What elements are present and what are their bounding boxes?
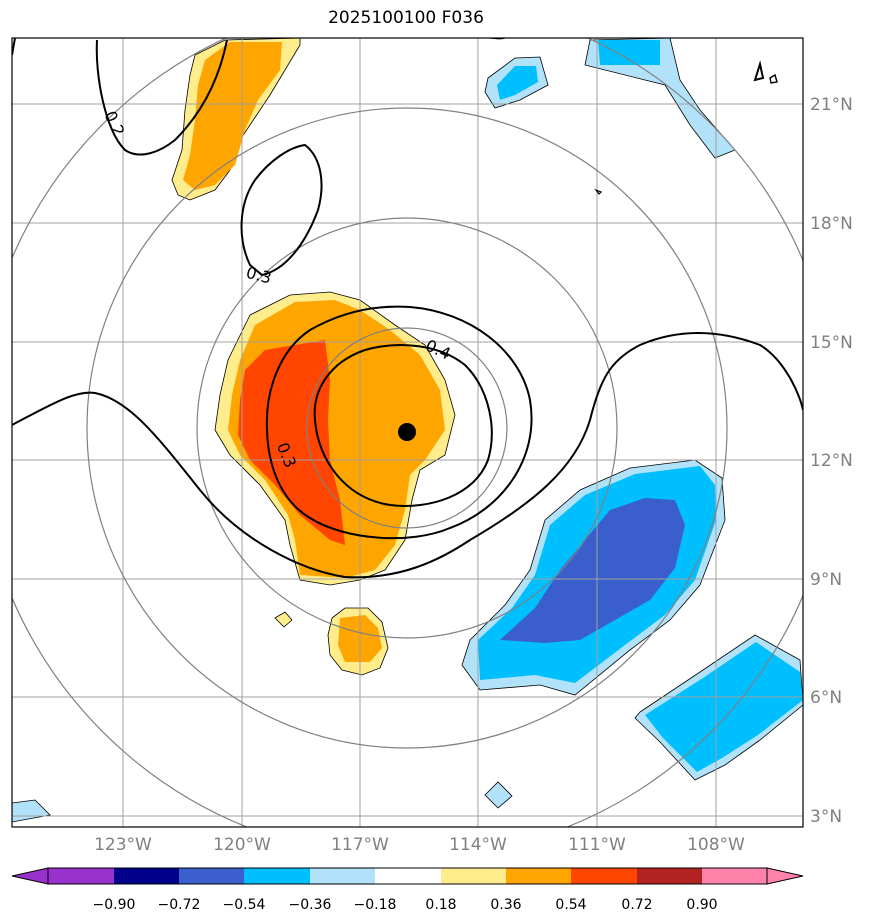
cb-tick-7: 0.36 [490, 897, 521, 913]
anomaly-region-northwest-core [183, 42, 282, 190]
lat-label-15: 15°N [810, 333, 853, 353]
positive-shading [171, 38, 456, 676]
lon-label-117w: 117°W [331, 835, 389, 855]
lon-label-123w: 123°W [94, 835, 152, 855]
contour-0-4 [313, 344, 493, 507]
lon-label-108w: 108°W [687, 835, 745, 855]
colorbar-tick-labels: −0.90 −0.72 −0.54 −0.36 −0.18 0.18 0.36 … [93, 897, 718, 913]
anomaly-region-southeast-core [500, 498, 685, 643]
colorbar-segment-8 [506, 868, 571, 884]
contour-0-3-north [240, 143, 323, 277]
longitude-labels: 123°W 120°W 117°W 114°W 111°W 108°W [94, 835, 745, 855]
colorbar-segment-11 [702, 868, 767, 884]
contour-label-0-3-north: 0.3 [244, 263, 274, 288]
cb-tick-9: 0.72 [621, 897, 652, 913]
cb-tick-4: −0.36 [289, 897, 332, 913]
cb-tick-2: −0.72 [158, 897, 201, 913]
storm-center-marker [398, 423, 416, 441]
contour-0-3-inner [265, 305, 533, 540]
lon-label-114w: 114°W [449, 835, 507, 855]
range-rings [12, 38, 803, 827]
cb-tick-5: −0.18 [354, 897, 397, 913]
colorbar [11, 867, 804, 885]
anomaly-region-north-small-core [497, 66, 538, 100]
lat-label-6: 6°N [810, 688, 842, 708]
colorbar-segment-6 [375, 868, 441, 884]
colorbar-segment-7 [441, 868, 506, 884]
cb-tick-10: 0.90 [686, 897, 717, 913]
colorbar-segment-1 [48, 868, 114, 884]
contour-0-2 [95, 39, 228, 156]
lat-label-18: 18°N [810, 214, 853, 234]
anomaly-speck-south [484, 781, 513, 809]
colorbar-segment-10 [637, 868, 702, 884]
lat-lon-grid [12, 38, 803, 827]
anomaly-region-east-core [645, 642, 803, 772]
anomaly-region-northeast-core [598, 40, 660, 65]
lon-label-120w: 120°W [213, 835, 271, 855]
cb-tick-6: 0.18 [425, 897, 456, 913]
colorbar-segment-3 [179, 868, 244, 884]
colorbar-extend-high [766, 867, 804, 885]
cb-tick-1: −0.90 [93, 897, 136, 913]
latitude-labels: 21°N 18°N 15°N 12°N 9°N 6°N 3°N [810, 95, 853, 827]
contour-speck-1 [753, 60, 765, 82]
map-title: 2025100100 F036 [328, 8, 484, 28]
contour-lines [12, 38, 803, 579]
contour-speck-3 [594, 188, 603, 195]
colorbar-segment-9 [571, 868, 637, 884]
colorbar-segment-2 [114, 868, 179, 884]
contour-label-0-2: 0.2 [101, 108, 129, 139]
colorbar-segment-5 [310, 868, 375, 884]
anomaly-speck [274, 611, 293, 628]
map-area: 0.2 0.3 0.4 0.3 [12, 38, 803, 827]
colorbar-frame [47, 867, 768, 885]
contour-0-3-large [12, 332, 803, 579]
lat-label-12: 12°N [810, 451, 853, 471]
lat-label-9: 9°N [810, 570, 842, 590]
colorbar-segment-4 [244, 868, 310, 884]
lat-label-3: 3°N [810, 807, 842, 827]
anomaly-region-bottom-left [12, 799, 51, 823]
cb-tick-3: −0.54 [223, 897, 266, 913]
contour-speck-2 [769, 73, 778, 84]
map-frame [11, 37, 804, 828]
lat-label-21: 21°N [810, 95, 853, 115]
colorbar-extend-low [11, 867, 49, 885]
anomaly-region-northeast [584, 38, 736, 159]
lon-label-111w: 111°W [568, 835, 626, 855]
cb-tick-8: 0.54 [555, 897, 586, 913]
